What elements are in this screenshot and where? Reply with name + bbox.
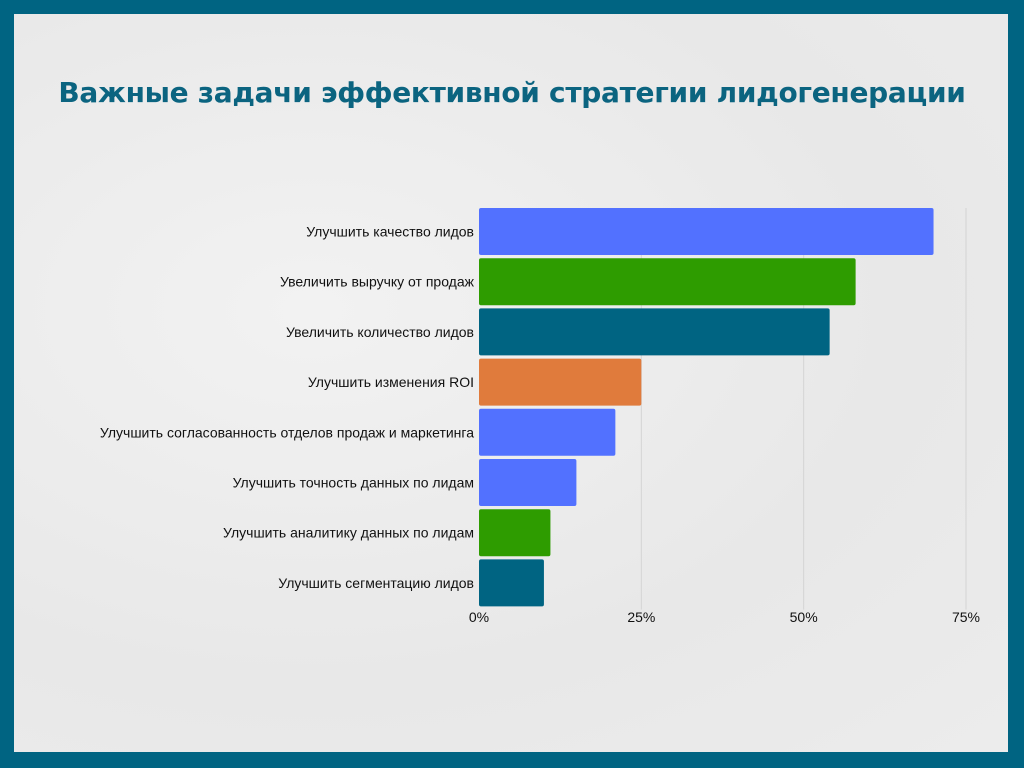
category-label: Улучшить качество лидов [306,224,474,240]
category-label: Улучшить согласованность отделов продаж … [100,424,474,440]
x-tick-label: 0% [469,609,489,625]
x-tick-label: 50% [790,609,818,625]
chart-title: Важные задачи эффективной стратегии лидо… [58,76,966,109]
category-label: Улучшить сегментацию лидов [278,575,474,591]
bar [479,559,544,607]
category-label: Улучшить точность данных по лидам [233,475,474,491]
category-label: Улучшить аналитику данных по лидам [223,525,474,541]
x-tick-label: 75% [952,609,980,625]
category-label: Увеличить выручку от продаж [280,274,475,290]
bar [479,408,616,456]
bar [479,509,551,557]
x-tick-label: 25% [627,609,655,625]
category-label: Улучшить изменения ROI [308,374,474,390]
category-label: Увеличить количество лидов [286,324,474,340]
bar [479,258,856,306]
bar [479,308,830,356]
bar [479,358,642,406]
bar [479,208,934,255]
bar [479,459,577,506]
